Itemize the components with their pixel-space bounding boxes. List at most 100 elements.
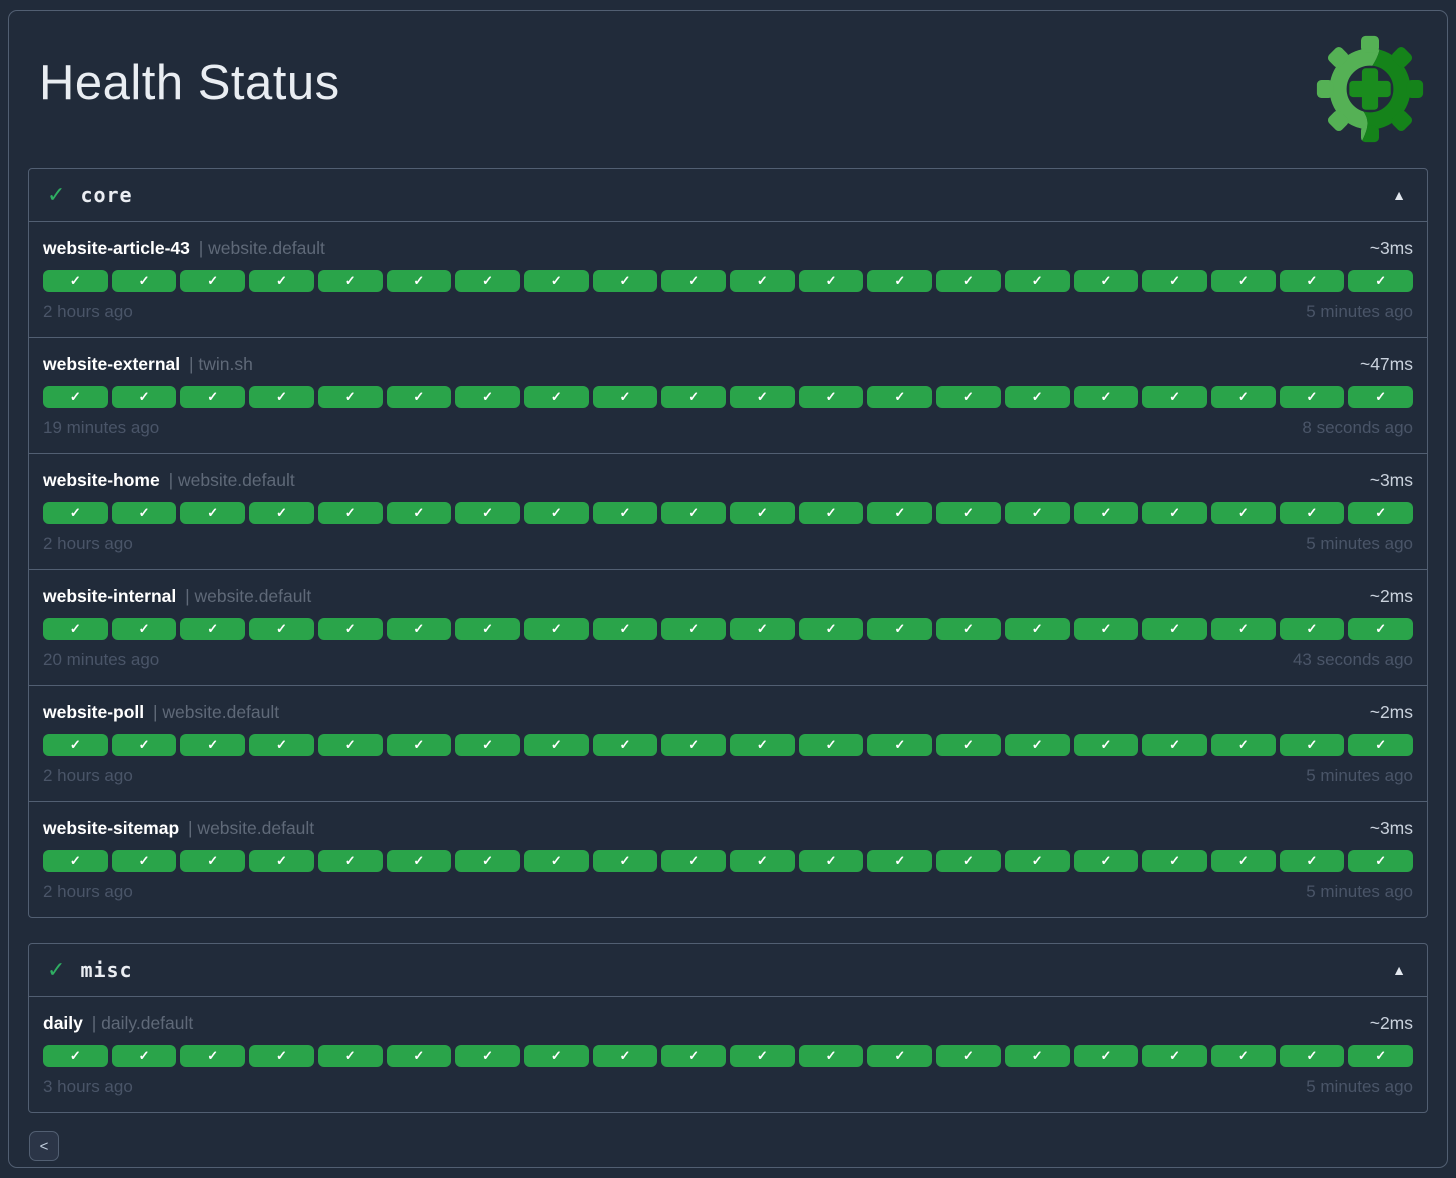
collapse-triangle-icon[interactable]: ▲ — [1392, 962, 1406, 978]
health-check-pill[interactable]: ✓ — [1210, 386, 1276, 408]
health-check-pill[interactable]: ✓ — [798, 502, 864, 524]
health-check-pill[interactable]: ✓ — [1279, 734, 1345, 756]
health-check-pill[interactable]: ✓ — [1348, 850, 1414, 872]
health-check-pill[interactable]: ✓ — [317, 850, 383, 872]
health-check-pill[interactable]: ✓ — [1004, 502, 1070, 524]
health-check-pill[interactable]: ✓ — [867, 850, 933, 872]
endpoint-name[interactable]: website-article-43 — [43, 238, 190, 258]
endpoint-name[interactable]: website-sitemap — [43, 818, 180, 838]
health-check-pill[interactable]: ✓ — [661, 270, 727, 292]
health-check-pill[interactable]: ✓ — [1348, 618, 1414, 640]
health-check-pill[interactable]: ✓ — [111, 502, 177, 524]
health-check-pill[interactable]: ✓ — [730, 386, 795, 408]
health-check-pill[interactable]: ✓ — [111, 618, 177, 640]
health-check-pill[interactable]: ✓ — [730, 734, 795, 756]
health-check-pill[interactable]: ✓ — [111, 1045, 177, 1067]
health-check-pill[interactable]: ✓ — [523, 270, 589, 292]
health-check-pill[interactable]: ✓ — [1073, 734, 1139, 756]
health-check-pill[interactable]: ✓ — [661, 1045, 727, 1067]
health-check-pill[interactable]: ✓ — [1142, 502, 1207, 524]
pagination-previous-button[interactable]: < — [29, 1131, 59, 1161]
health-check-pill[interactable]: ✓ — [43, 502, 108, 524]
health-check-pill[interactable]: ✓ — [1210, 270, 1276, 292]
health-check-pill[interactable]: ✓ — [43, 850, 108, 872]
health-check-pill[interactable]: ✓ — [180, 850, 246, 872]
health-check-pill[interactable]: ✓ — [249, 850, 314, 872]
health-check-pill[interactable]: ✓ — [730, 270, 795, 292]
endpoint-name[interactable]: website-internal — [43, 586, 177, 606]
health-check-pill[interactable]: ✓ — [592, 618, 658, 640]
health-check-pill[interactable]: ✓ — [1004, 270, 1070, 292]
health-check-pill[interactable]: ✓ — [867, 270, 933, 292]
health-check-pill[interactable]: ✓ — [386, 1045, 452, 1067]
health-check-pill[interactable]: ✓ — [1073, 502, 1139, 524]
health-check-pill[interactable]: ✓ — [661, 502, 727, 524]
health-check-pill[interactable]: ✓ — [867, 1045, 933, 1067]
health-check-pill[interactable]: ✓ — [936, 502, 1001, 524]
health-check-pill[interactable]: ✓ — [1348, 386, 1414, 408]
health-check-pill[interactable]: ✓ — [936, 270, 1001, 292]
health-check-pill[interactable]: ✓ — [1210, 618, 1276, 640]
health-check-pill[interactable]: ✓ — [1142, 850, 1207, 872]
health-check-pill[interactable]: ✓ — [798, 386, 864, 408]
health-check-pill[interactable]: ✓ — [661, 850, 727, 872]
health-check-pill[interactable]: ✓ — [180, 1045, 246, 1067]
health-check-pill[interactable]: ✓ — [1279, 502, 1345, 524]
health-check-pill[interactable]: ✓ — [111, 270, 177, 292]
health-check-pill[interactable]: ✓ — [1073, 270, 1139, 292]
health-check-pill[interactable]: ✓ — [730, 618, 795, 640]
health-check-pill[interactable]: ✓ — [936, 618, 1001, 640]
health-check-pill[interactable]: ✓ — [1004, 734, 1070, 756]
health-check-pill[interactable]: ✓ — [111, 386, 177, 408]
health-check-pill[interactable]: ✓ — [936, 850, 1001, 872]
health-check-pill[interactable]: ✓ — [798, 734, 864, 756]
health-check-pill[interactable]: ✓ — [455, 850, 520, 872]
health-check-pill[interactable]: ✓ — [1142, 1045, 1207, 1067]
health-check-pill[interactable]: ✓ — [867, 618, 933, 640]
health-check-pill[interactable]: ✓ — [1073, 1045, 1139, 1067]
health-check-pill[interactable]: ✓ — [661, 386, 727, 408]
health-check-pill[interactable]: ✓ — [1142, 734, 1207, 756]
health-check-pill[interactable]: ✓ — [249, 270, 314, 292]
health-check-pill[interactable]: ✓ — [1004, 386, 1070, 408]
health-check-pill[interactable]: ✓ — [1004, 618, 1070, 640]
health-check-pill[interactable]: ✓ — [798, 850, 864, 872]
health-check-pill[interactable]: ✓ — [180, 502, 246, 524]
health-check-pill[interactable]: ✓ — [1348, 734, 1414, 756]
endpoint-name[interactable]: daily — [43, 1013, 83, 1033]
health-check-pill[interactable]: ✓ — [936, 1045, 1001, 1067]
health-check-pill[interactable]: ✓ — [661, 618, 727, 640]
health-check-pill[interactable]: ✓ — [1004, 850, 1070, 872]
health-check-pill[interactable]: ✓ — [1210, 734, 1276, 756]
endpoint-name[interactable]: website-poll — [43, 702, 145, 722]
health-check-pill[interactable]: ✓ — [867, 502, 933, 524]
health-check-pill[interactable]: ✓ — [249, 1045, 314, 1067]
health-check-pill[interactable]: ✓ — [936, 386, 1001, 408]
health-check-pill[interactable]: ✓ — [523, 1045, 589, 1067]
health-check-pill[interactable]: ✓ — [317, 386, 383, 408]
health-check-pill[interactable]: ✓ — [111, 850, 177, 872]
health-check-pill[interactable]: ✓ — [386, 386, 452, 408]
health-check-pill[interactable]: ✓ — [523, 850, 589, 872]
health-check-pill[interactable]: ✓ — [249, 734, 314, 756]
health-check-pill[interactable]: ✓ — [592, 850, 658, 872]
health-check-pill[interactable]: ✓ — [936, 734, 1001, 756]
health-check-pill[interactable]: ✓ — [43, 386, 108, 408]
health-check-pill[interactable]: ✓ — [798, 270, 864, 292]
health-check-pill[interactable]: ✓ — [180, 734, 246, 756]
health-check-pill[interactable]: ✓ — [317, 502, 383, 524]
health-check-pill[interactable]: ✓ — [249, 618, 314, 640]
health-check-pill[interactable]: ✓ — [867, 734, 933, 756]
health-check-pill[interactable]: ✓ — [1073, 618, 1139, 640]
health-check-pill[interactable]: ✓ — [455, 502, 520, 524]
collapse-triangle-icon[interactable]: ▲ — [1392, 187, 1406, 203]
health-check-pill[interactable]: ✓ — [1142, 386, 1207, 408]
health-check-pill[interactable]: ✓ — [455, 386, 520, 408]
health-check-pill[interactable]: ✓ — [798, 1045, 864, 1067]
health-check-pill[interactable]: ✓ — [317, 1045, 383, 1067]
health-check-pill[interactable]: ✓ — [730, 1045, 795, 1067]
health-check-pill[interactable]: ✓ — [180, 270, 246, 292]
health-check-pill[interactable]: ✓ — [867, 386, 933, 408]
health-check-pill[interactable]: ✓ — [180, 386, 246, 408]
health-check-pill[interactable]: ✓ — [523, 618, 589, 640]
